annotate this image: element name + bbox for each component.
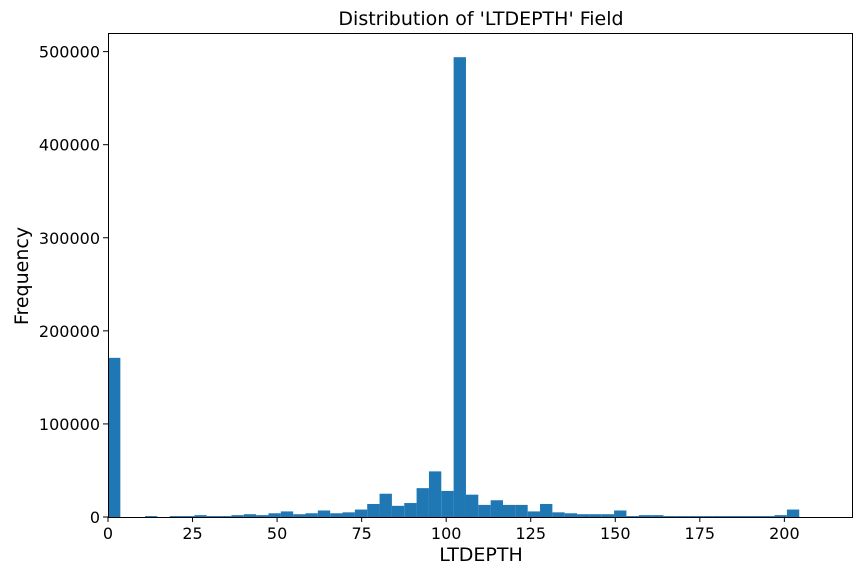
histogram-bar	[416, 488, 429, 517]
histogram-bar	[502, 504, 516, 517]
x-tick-label: 75	[351, 524, 371, 543]
x-axis-ticks: 0 25 50 75 100 125 150 175 200	[103, 517, 800, 543]
plot-frame	[108, 33, 853, 518]
x-axis-title: LTDEPTH	[439, 544, 523, 566]
histogram-bar	[342, 512, 355, 517]
bars-group	[108, 57, 800, 517]
x-tick-label: 50	[267, 524, 287, 543]
histogram-bar	[638, 515, 652, 517]
x-tick-label: 200	[769, 524, 800, 543]
histogram-bar	[527, 511, 541, 517]
histogram-bar	[614, 510, 627, 517]
histogram-bar	[453, 57, 466, 517]
histogram-bar	[786, 509, 800, 517]
histogram-bar	[108, 357, 121, 517]
histogram-bar	[404, 503, 417, 517]
histogram-bar	[293, 514, 306, 517]
histogram-bar	[725, 516, 738, 517]
x-tick-label: 100	[431, 524, 462, 543]
histogram-bar	[663, 516, 676, 517]
histogram-bar	[268, 513, 281, 517]
histogram-bar	[280, 511, 294, 517]
histogram-bar	[540, 503, 553, 517]
histogram-bar	[305, 513, 318, 517]
histogram-bar	[577, 514, 590, 517]
histogram-bar	[256, 515, 269, 517]
y-tick-label: 100000	[39, 415, 100, 434]
histogram-bar	[700, 516, 713, 517]
histogram-bar	[515, 504, 528, 517]
histogram-bar	[465, 494, 479, 517]
histogram-bar	[651, 515, 664, 517]
histogram-bar	[441, 490, 454, 517]
x-tick-label: 125	[515, 524, 546, 543]
histogram-bar	[428, 471, 442, 517]
histogram-bar	[354, 509, 368, 517]
histogram-bar	[762, 516, 775, 517]
y-axis-title: Frequency	[11, 227, 33, 325]
histogram-bar	[367, 503, 380, 517]
histogram-bar	[601, 514, 615, 517]
histogram-bar	[478, 504, 491, 517]
histogram-bar	[552, 512, 565, 517]
y-axis-ticks: 0 100000 200000 300000 400000 500000	[39, 43, 108, 527]
histogram-bar	[626, 516, 639, 517]
histogram-bar	[243, 514, 257, 517]
histogram-bar	[145, 516, 158, 517]
histogram-bar	[675, 516, 689, 517]
chart-title: Distribution of 'LTDEPTH' Field	[338, 8, 623, 30]
x-tick-label: 0	[103, 524, 113, 543]
histogram-bar	[182, 516, 195, 517]
histogram-bar	[774, 515, 787, 517]
x-tick-label: 175	[685, 524, 716, 543]
x-tick-label: 25	[182, 524, 202, 543]
y-tick-label: 200000	[39, 322, 100, 341]
histogram-bar	[231, 515, 244, 517]
x-tick-label: 150	[600, 524, 631, 543]
histogram-bar	[737, 516, 750, 517]
y-tick-label: 0	[90, 508, 100, 527]
histogram-bar	[712, 516, 726, 517]
y-tick-label: 500000	[39, 43, 100, 62]
histogram-bar	[330, 513, 343, 517]
histogram-bar	[749, 516, 763, 517]
histogram-bar	[564, 513, 578, 517]
histogram-bar	[379, 493, 392, 517]
histogram-bar	[219, 516, 232, 517]
histogram-bar	[391, 505, 405, 517]
histogram-bar	[490, 500, 503, 517]
histogram-bar	[317, 510, 331, 517]
histogram-bar	[169, 516, 183, 517]
y-tick-label: 300000	[39, 229, 100, 248]
histogram-bar	[589, 514, 602, 517]
histogram-bar	[206, 516, 220, 517]
histogram-bar	[194, 515, 207, 517]
y-tick-label: 400000	[39, 136, 100, 155]
histogram-bar	[688, 516, 701, 517]
